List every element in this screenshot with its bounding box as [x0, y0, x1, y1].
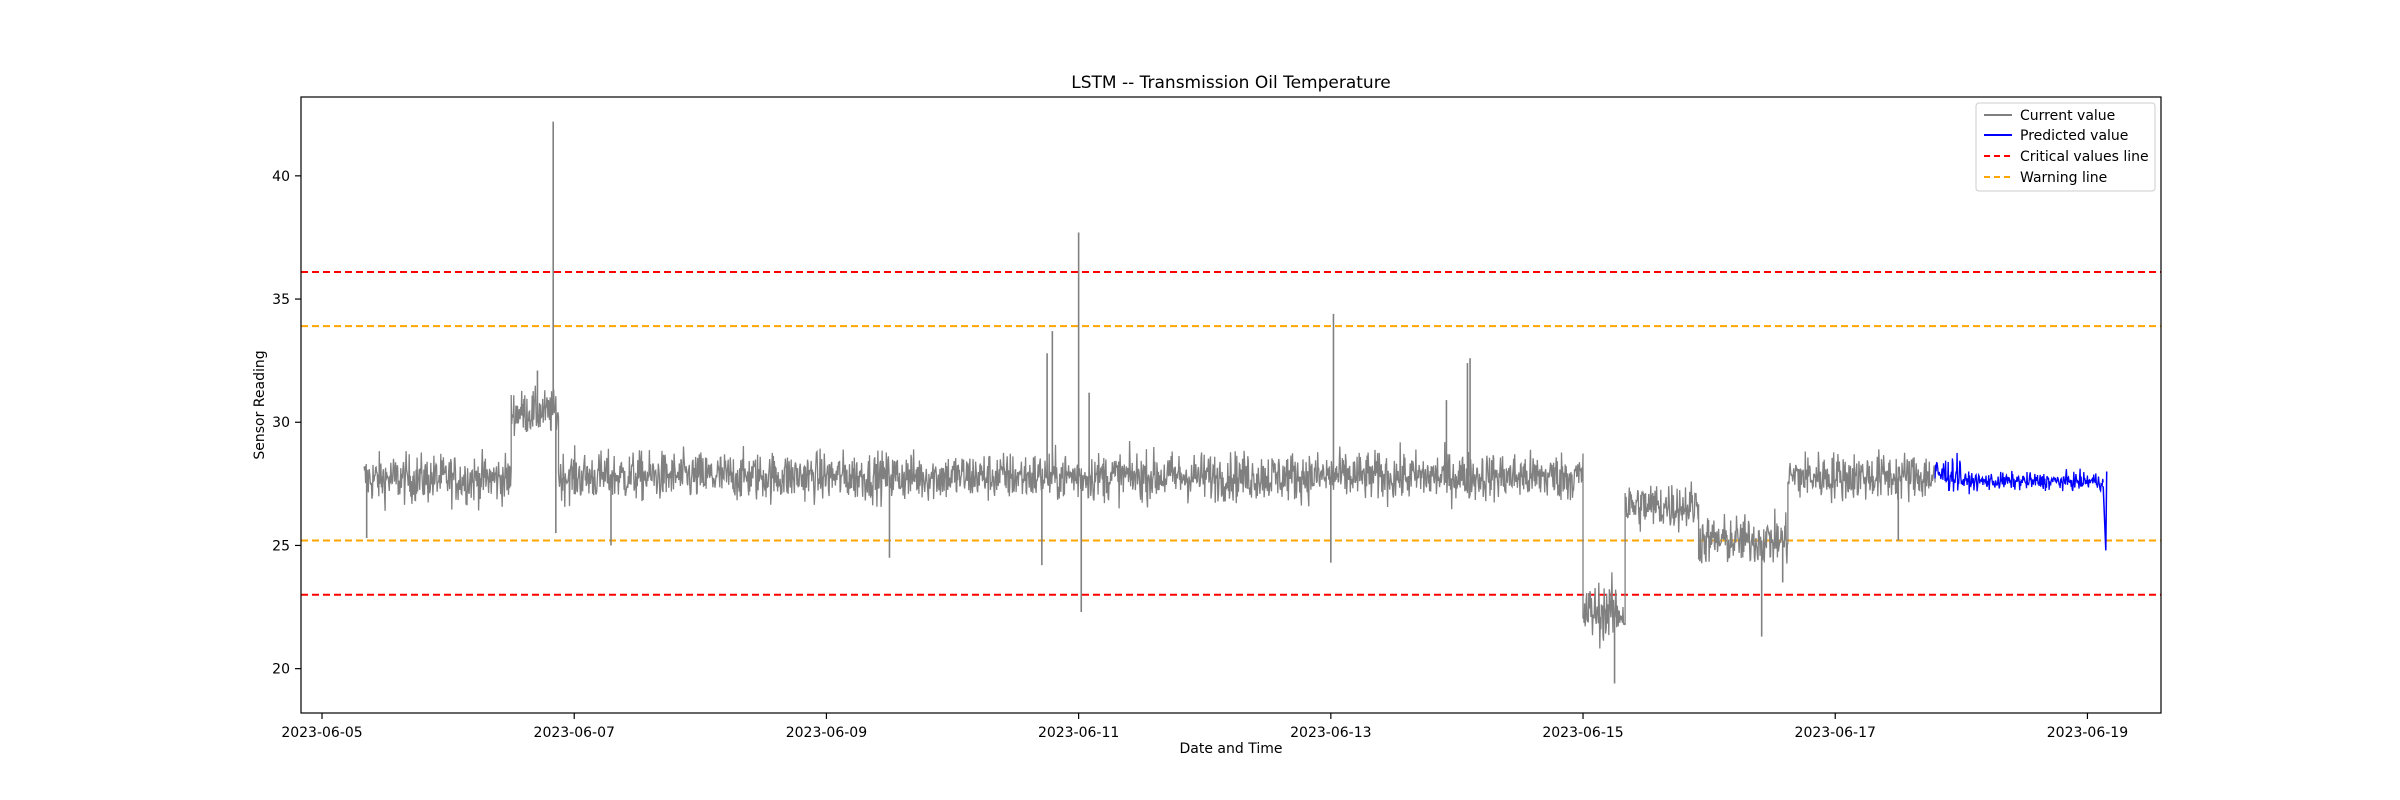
legend: Current value Predicted value Critical v…	[1975, 102, 2156, 192]
plot-frame	[300, 96, 2162, 714]
legend-label-current: Current value	[2020, 108, 2115, 124]
legend-label-warning: Warning line	[2020, 170, 2107, 186]
y-tick-label-3: 35	[272, 292, 290, 308]
x-axis: 2023-06-05 2023-06-07 2023-06-09 2023-06-11…	[281, 713, 2128, 741]
chart-title: LSTM -- Transmission Oil Temperature	[1071, 73, 1391, 93]
y-tick-label-0: 20	[272, 662, 290, 678]
series-line-predicted	[1934, 452, 2104, 495]
x-tick-label-1: 2023-06-07	[534, 725, 615, 741]
x-tick-label-7: 2023-06-19	[2047, 725, 2128, 741]
y-axis: 20 25 30 35 40	[272, 169, 301, 678]
x-tick-label-5: 2023-06-15	[1542, 725, 1623, 741]
x-axis-label: Date and Time	[1180, 741, 1283, 757]
x-tick-label-3: 2023-06-11	[1038, 725, 1119, 741]
y-axis-label: Sensor Reading	[252, 350, 268, 459]
legend-box	[1975, 102, 2156, 192]
plot-background	[301, 97, 2161, 713]
legend-label-predicted: Predicted value	[2020, 128, 2128, 144]
legend-label-critical: Critical values line	[2020, 149, 2149, 165]
x-tick-label-0: 2023-06-05	[281, 725, 362, 741]
x-tick-label-6: 2023-06-17	[1795, 725, 1876, 741]
x-tick-label-4: 2023-06-13	[1290, 725, 1371, 741]
y-tick-label-2: 30	[272, 415, 290, 431]
y-tick-label-4: 40	[272, 169, 290, 185]
plot-area	[300, 96, 2162, 714]
y-tick-label-1: 25	[272, 538, 290, 554]
series-end-1	[2102, 471, 2108, 551]
series-layer	[363, 121, 2108, 684]
x-tick-label-2: 2023-06-09	[786, 725, 867, 741]
series-line-current	[363, 385, 1936, 649]
